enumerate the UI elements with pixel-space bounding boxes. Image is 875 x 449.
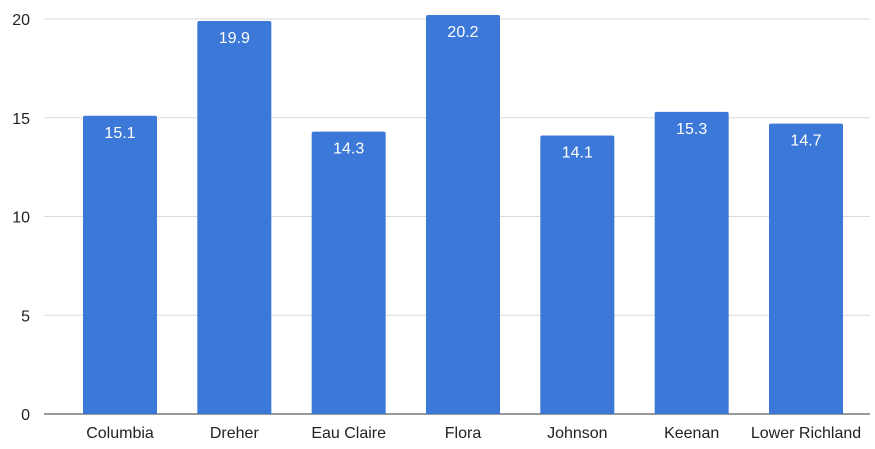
data-labels: 15.1 19.9 14.3 20.2 14.1 15.3 14.7 — [104, 24, 821, 161]
bar-columbia — [83, 115, 157, 415]
x-tick-label: Columbia — [86, 425, 154, 442]
x-tick-label: Johnson — [547, 425, 608, 442]
y-tick-label: 20 — [12, 12, 30, 29]
x-tick-label: Eau Claire — [311, 425, 386, 442]
data-label: 14.7 — [790, 133, 821, 150]
bar-keenan — [654, 111, 729, 414]
y-axis: 0 5 10 15 20 — [12, 12, 30, 424]
y-tick-label: 10 — [12, 210, 30, 227]
bar-flora — [426, 15, 500, 415]
data-label: 14.1 — [562, 145, 593, 162]
x-axis: Columbia Dreher Eau Claire Flora Johnson Keen… — [86, 425, 861, 442]
data-label: 20.2 — [447, 24, 478, 41]
bar-dreher — [197, 20, 272, 414]
x-tick-label: Lower Richland — [751, 425, 861, 442]
y-tick-label: 15 — [12, 111, 30, 128]
data-label: 14.3 — [333, 141, 364, 158]
bars — [83, 15, 843, 415]
x-tick-label: Keenan — [664, 425, 719, 442]
data-label: 15.1 — [104, 125, 135, 142]
bar-johnson — [540, 135, 615, 414]
x-tick-label: Dreher — [210, 425, 260, 442]
y-tick-label: 5 — [21, 308, 30, 325]
x-tick-label: Flora — [445, 425, 482, 442]
data-label: 15.3 — [676, 121, 707, 138]
bar-lower-richland — [769, 123, 843, 415]
bar-eau-claire — [311, 131, 386, 414]
y-tick-label: 0 — [21, 407, 30, 424]
data-label: 19.9 — [219, 30, 250, 47]
